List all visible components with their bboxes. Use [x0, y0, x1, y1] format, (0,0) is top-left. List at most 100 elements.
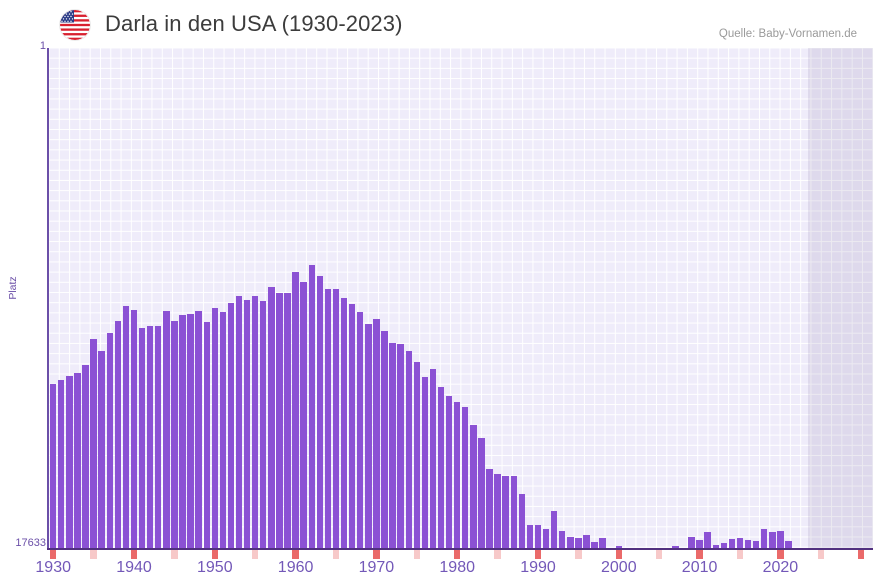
bar-1997[interactable] — [591, 542, 598, 548]
bar-1972[interactable] — [389, 343, 396, 548]
bar-1937[interactable] — [106, 333, 113, 548]
bar-1956[interactable] — [260, 301, 267, 548]
bar-1949[interactable] — [203, 322, 210, 548]
bar-1970[interactable] — [373, 319, 380, 548]
x-axis-line — [47, 548, 873, 550]
bar-1991[interactable] — [542, 529, 550, 548]
bar-1993[interactable] — [559, 531, 566, 548]
x-tick-1940 — [130, 550, 138, 559]
bar-1979[interactable] — [445, 396, 453, 548]
bar-1951[interactable] — [219, 312, 227, 548]
bar-1933[interactable] — [74, 373, 81, 548]
bar-1942[interactable] — [146, 326, 154, 548]
bar-1941[interactable] — [138, 328, 146, 548]
bar-1983[interactable] — [478, 438, 485, 548]
bar-2013[interactable] — [720, 543, 728, 548]
bar-1984[interactable] — [486, 469, 493, 548]
x-axis-label-1960: 1960 — [277, 559, 314, 576]
bar-1995[interactable] — [575, 538, 582, 548]
bar-1962[interactable] — [308, 265, 315, 548]
bar-1948[interactable] — [195, 311, 202, 548]
bar-1945[interactable] — [171, 321, 178, 548]
x-axis-label-2000: 2000 — [601, 559, 637, 576]
bar-1978[interactable] — [437, 387, 445, 548]
bar-1971[interactable] — [381, 331, 388, 548]
bar-1974[interactable] — [405, 351, 412, 548]
x-tick-1960 — [292, 550, 299, 559]
x-axis-label-1930: 1930 — [35, 559, 71, 576]
bar-1954[interactable] — [243, 300, 251, 548]
bar-1943[interactable] — [155, 326, 162, 548]
bar-1996[interactable] — [583, 535, 590, 548]
bar-2015[interactable] — [736, 538, 744, 548]
bar-1961[interactable] — [300, 282, 307, 548]
bar-1947[interactable] — [187, 314, 194, 548]
x-axis-label-2010: 2010 — [681, 559, 718, 576]
bar-1955[interactable] — [252, 296, 259, 548]
source-attribution: Quelle: Baby-Vornamen.de — [718, 28, 857, 40]
bar-2020[interactable] — [777, 531, 784, 548]
page-title: Darla in den USA (1930-2023) — [105, 11, 403, 36]
bar-1968[interactable] — [357, 312, 364, 548]
bar-1992[interactable] — [550, 511, 558, 548]
bar-1944[interactable] — [163, 311, 170, 548]
bar-1994[interactable] — [567, 537, 574, 548]
x-tick-1995 — [575, 550, 582, 559]
bar-1986[interactable] — [502, 476, 509, 548]
bar-2014[interactable] — [728, 539, 736, 548]
bar-1936[interactable] — [98, 351, 105, 548]
bar-1957[interactable] — [268, 287, 275, 548]
bar-1966[interactable] — [340, 298, 348, 548]
bar-1958[interactable] — [276, 293, 283, 548]
x-tick-2005 — [656, 550, 663, 559]
bar-2018[interactable] — [761, 529, 768, 548]
x-tick-2020 — [777, 550, 784, 559]
bar-2021[interactable] — [785, 541, 792, 548]
bar-2019[interactable] — [769, 532, 776, 548]
bar-1950[interactable] — [211, 308, 218, 548]
bar-1953[interactable] — [235, 296, 243, 548]
bar-1981[interactable] — [462, 407, 469, 548]
bar-1967[interactable] — [348, 304, 356, 548]
bar-1964[interactable] — [324, 289, 332, 548]
bar-1952[interactable] — [227, 303, 235, 548]
bar-2010[interactable] — [696, 540, 703, 548]
x-tick-1980 — [454, 550, 461, 559]
bar-2017[interactable] — [752, 541, 760, 548]
bar-2007[interactable] — [672, 546, 679, 548]
bar-2000[interactable] — [615, 546, 622, 548]
bar-1960[interactable] — [292, 272, 299, 548]
bar-2011[interactable] — [704, 532, 711, 548]
bar-1946[interactable] — [179, 315, 186, 548]
x-tick-1965 — [332, 550, 340, 559]
bar-1998[interactable] — [599, 538, 606, 548]
bar-1930[interactable] — [50, 384, 57, 548]
bar-1988[interactable] — [518, 494, 526, 548]
y-axis-bottom-label: 17633 — [15, 537, 46, 549]
bar-1940[interactable] — [130, 310, 138, 548]
bar-1969[interactable] — [365, 324, 372, 548]
bar-1985[interactable] — [494, 474, 501, 548]
bar-1938[interactable] — [114, 321, 122, 548]
bar-1935[interactable] — [90, 339, 97, 548]
bar-2016[interactable] — [744, 540, 752, 548]
bar-1931[interactable] — [58, 380, 65, 548]
bar-1987[interactable] — [510, 476, 517, 548]
bar-1980[interactable] — [454, 402, 461, 548]
bar-1963[interactable] — [316, 276, 324, 548]
bar-1965[interactable] — [332, 289, 340, 548]
bar-1975[interactable] — [413, 362, 420, 548]
bar-2012[interactable] — [712, 545, 719, 548]
bar-1990[interactable] — [534, 525, 542, 548]
bar-1977[interactable] — [429, 369, 437, 548]
bar-1982[interactable] — [470, 425, 477, 548]
bar-1934[interactable] — [82, 365, 89, 548]
bar-1959[interactable] — [284, 293, 291, 548]
bar-1973[interactable] — [397, 344, 404, 548]
bar-1939[interactable] — [122, 306, 130, 548]
bar-1976[interactable] — [421, 377, 429, 548]
bar-1932[interactable] — [66, 376, 73, 548]
no-data-band — [808, 48, 873, 548]
bar-1989[interactable] — [526, 525, 534, 548]
bar-2009[interactable] — [688, 537, 695, 548]
